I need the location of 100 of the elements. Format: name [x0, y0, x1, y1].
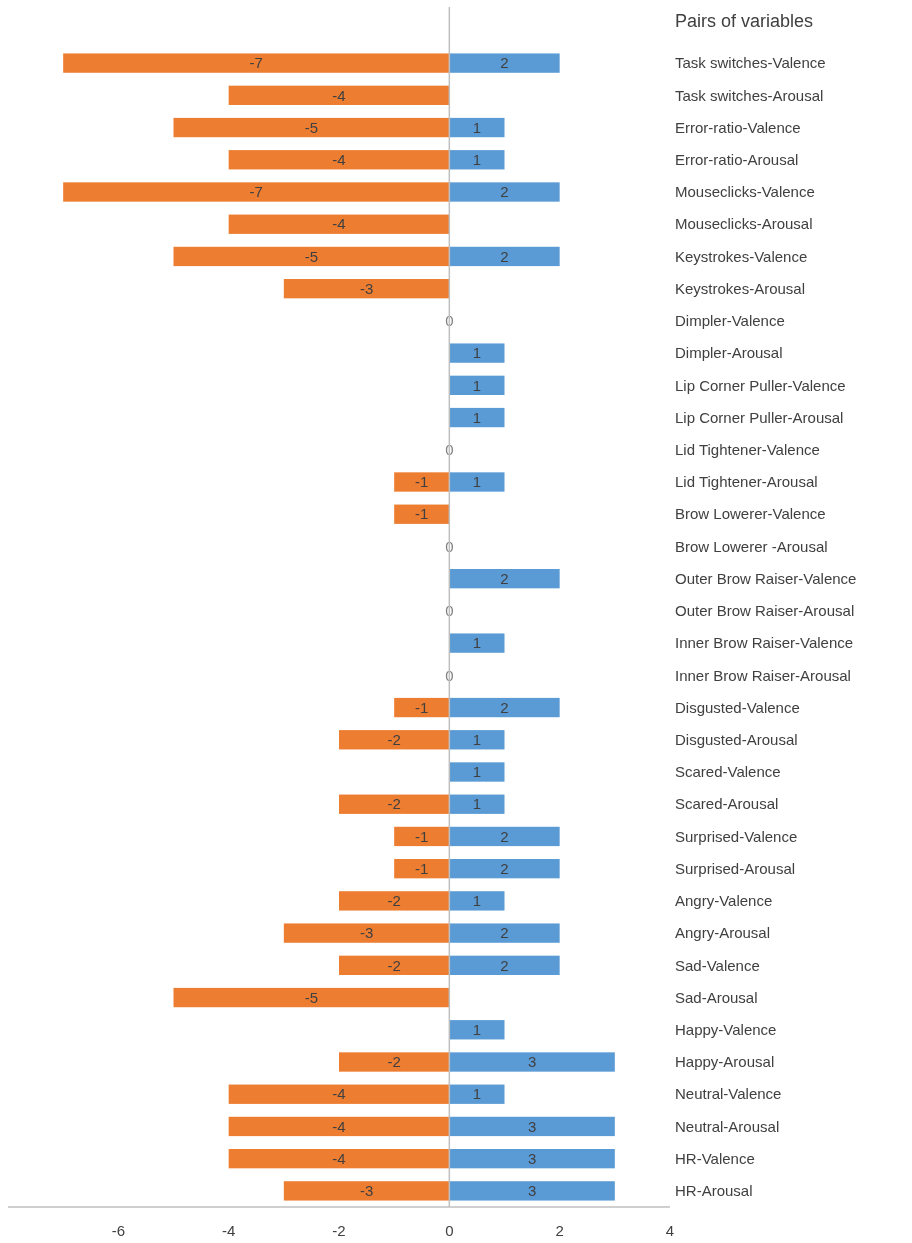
- y-axis-title: Pairs of variables: [675, 11, 814, 31]
- data-label: -3: [359, 1182, 374, 1200]
- y-tick-label: HR-Valence: [675, 1149, 755, 1167]
- bar: [228, 214, 450, 234]
- data-label: 1: [472, 376, 482, 394]
- y-tick-label: Sad-Valence: [675, 956, 760, 974]
- y-tick-label: Happy-Valence: [675, 1021, 777, 1039]
- bar: [449, 762, 505, 782]
- data-label: -5: [304, 118, 319, 136]
- y-tick-label: Disgusted-Valence: [675, 698, 800, 716]
- data-label: 3: [527, 1117, 537, 1135]
- y-tick-label: Error-ratio-Arousal: [675, 151, 799, 169]
- data-label: -2: [387, 731, 401, 749]
- bar: [283, 923, 450, 943]
- bar: [394, 697, 450, 718]
- bar: [173, 246, 450, 267]
- bar: [173, 117, 450, 138]
- bar: [449, 923, 560, 943]
- x-tick-label: -2: [332, 1222, 346, 1239]
- y-tick-label: Error-ratio-Valence: [675, 118, 801, 136]
- data-label: 2: [500, 569, 509, 587]
- bar: [173, 987, 450, 1008]
- y-tick-label: Sad-Arousal: [675, 988, 758, 1006]
- y-tick-label: Keystrokes-Valence: [675, 247, 808, 265]
- bar: [228, 1116, 450, 1137]
- y-tick-label: Task switches-Arousal: [675, 86, 824, 104]
- data-label: 1: [472, 344, 482, 362]
- bar: [449, 859, 560, 879]
- bar: [228, 1084, 450, 1104]
- bar: [63, 53, 450, 73]
- data-label: -4: [332, 215, 346, 233]
- y-tick-label: Disgusted-Arousal: [675, 731, 798, 749]
- bar: [339, 794, 450, 814]
- data-label: 3: [527, 1149, 537, 1167]
- bar: [449, 117, 505, 138]
- data-label: -4: [332, 1085, 346, 1103]
- bar: [449, 407, 505, 428]
- data-label: -5: [304, 988, 319, 1006]
- data-label: -1: [415, 827, 429, 845]
- data-label: 1: [472, 151, 482, 169]
- x-tick-label: 0: [445, 1222, 454, 1239]
- data-label: 3: [527, 1182, 537, 1200]
- y-tick-label: Inner Brow Raiser-Valence: [675, 634, 854, 652]
- bar: [63, 182, 450, 202]
- y-tick-label: Lip Corner Puller-Valence: [675, 376, 846, 394]
- bar: [449, 1149, 615, 1169]
- data-label: -4: [332, 86, 346, 104]
- y-tick-label: Scared-Arousal: [675, 795, 779, 813]
- bar: [449, 1181, 615, 1201]
- x-tick-label: -4: [221, 1222, 236, 1239]
- bar: [339, 891, 450, 911]
- y-tick-label: Keystrokes-Arousal: [675, 279, 806, 297]
- y-tick-label: Dimpler-Valence: [675, 312, 785, 330]
- bar: [449, 246, 560, 267]
- bar: [394, 472, 450, 492]
- data-label: -1: [415, 698, 429, 716]
- bar: [394, 504, 450, 524]
- y-tick-label: Happy-Arousal: [675, 1053, 775, 1071]
- y-tick-label: Brow Lowerer-Valence: [675, 505, 826, 523]
- data-label: -4: [332, 151, 346, 169]
- data-label: 2: [500, 247, 509, 265]
- data-label: 1: [472, 731, 482, 749]
- y-tick-label: Mouseclicks-Valence: [675, 183, 815, 201]
- data-label: -1: [415, 473, 429, 491]
- data-label: -2: [387, 1053, 401, 1071]
- data-label: 2: [500, 859, 509, 877]
- data-label: -5: [304, 247, 319, 265]
- bar: [449, 472, 505, 492]
- y-tick-label: Lip Corner Puller-Arousal: [675, 408, 844, 426]
- x-tick-label: 4: [665, 1222, 675, 1239]
- bar: [449, 730, 505, 750]
- y-tick-label: Mouseclicks-Arousal: [675, 215, 813, 233]
- y-tick-label: Angry-Valence: [675, 892, 773, 910]
- bar: [449, 826, 560, 847]
- data-label: -7: [249, 183, 263, 201]
- data-label: 2: [500, 698, 509, 716]
- data-label: -1: [415, 505, 429, 523]
- data-label: 1: [472, 408, 482, 426]
- x-tick-label: 2: [555, 1222, 564, 1239]
- y-tick-label: Surprised-Arousal: [675, 859, 796, 877]
- data-label: -2: [387, 795, 401, 813]
- data-label: 3: [527, 1053, 537, 1071]
- y-tick-label: Inner Brow Raiser-Arousal: [675, 666, 851, 684]
- y-tick-label: Lid Tightener-Arousal: [675, 473, 818, 491]
- y-tick-label: Dimpler-Arousal: [675, 344, 783, 362]
- data-label: -2: [387, 956, 401, 974]
- bar: [449, 53, 560, 73]
- data-label: -1: [415, 859, 429, 877]
- bar: [449, 794, 505, 814]
- bar: [339, 730, 450, 750]
- y-tick-label: Brow Lowerer -Arousal: [675, 537, 828, 555]
- y-tick-label: HR-Arousal: [675, 1182, 753, 1200]
- y-tick-label: Surprised-Valence: [675, 827, 798, 845]
- bar: [449, 182, 560, 202]
- bar: [449, 1084, 505, 1104]
- bar: [339, 955, 450, 975]
- data-label: 2: [500, 183, 509, 201]
- bar: [449, 150, 505, 170]
- y-tick-label: Angry-Arousal: [675, 924, 771, 942]
- bar: [449, 891, 505, 911]
